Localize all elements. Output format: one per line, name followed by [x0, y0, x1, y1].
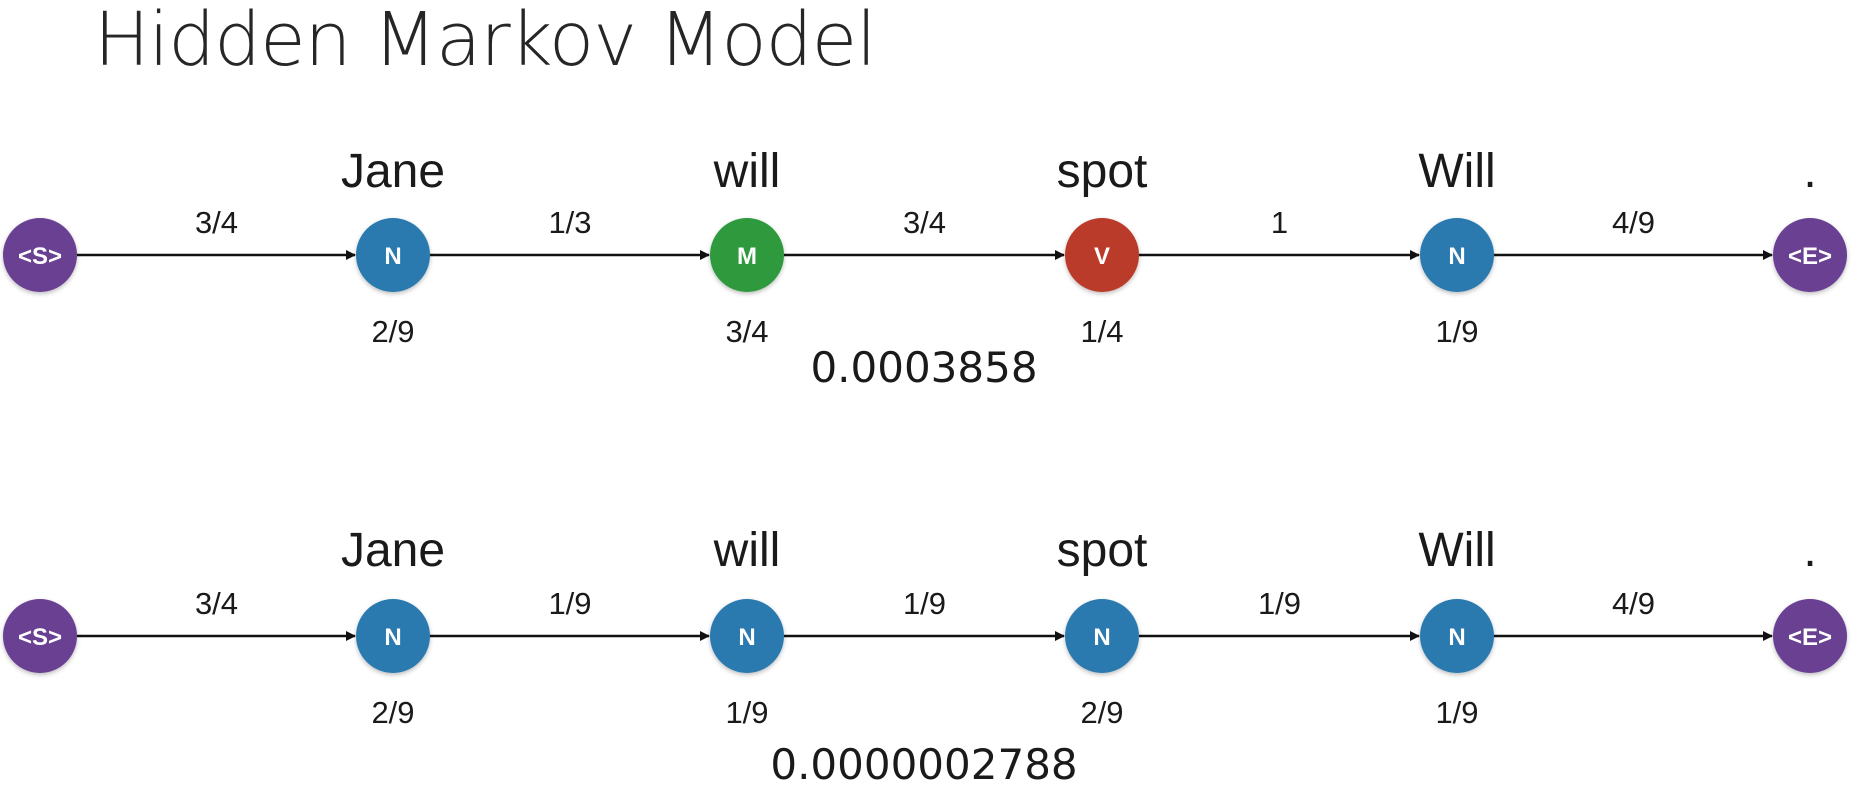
state-node — [1773, 218, 1847, 292]
transition-probability: 1 — [1271, 205, 1288, 240]
state-tag-label: <S> — [18, 624, 62, 651]
word-label: will — [713, 524, 781, 577]
state-tag-label: N — [1448, 243, 1465, 270]
transition-probability: 3/4 — [903, 205, 946, 240]
state-tag-label: N — [738, 624, 755, 651]
word-label: will — [713, 145, 781, 198]
slide-title: Hidden Markov Model — [94, 0, 877, 83]
state-tag-label: <E> — [1788, 243, 1832, 270]
state-tag-label: N — [384, 624, 401, 651]
emission-probability: 2/9 — [371, 314, 414, 349]
emission-probability: 2/9 — [371, 695, 414, 730]
emission-probability: 1/9 — [725, 695, 768, 730]
word-label: spot — [1057, 145, 1148, 198]
word-label: spot — [1057, 524, 1148, 577]
sequence-probability: 0.0000002788 — [770, 740, 1077, 789]
transition-probability: 4/9 — [1612, 586, 1655, 621]
transition-probability: 1/3 — [548, 205, 591, 240]
word-label: . — [1803, 524, 1816, 577]
emission-probability: 3/4 — [725, 314, 768, 349]
transition-probability: 4/9 — [1612, 205, 1655, 240]
emission-probability: 1/9 — [1435, 314, 1478, 349]
state-tag-label: N — [1448, 624, 1465, 651]
state-tag-label: <S> — [18, 243, 62, 270]
emission-probability: 2/9 — [1080, 695, 1123, 730]
transition-probability: 3/4 — [195, 205, 238, 240]
state-node — [1420, 599, 1494, 673]
state-tag-label: N — [384, 243, 401, 270]
state-node — [1065, 218, 1139, 292]
state-tag-label: N — [1093, 624, 1110, 651]
state-node — [1420, 218, 1494, 292]
word-label: . — [1803, 145, 1816, 198]
state-node — [3, 599, 77, 673]
word-label: Jane — [341, 145, 445, 198]
word-label: Jane — [341, 524, 445, 577]
state-node — [356, 218, 430, 292]
state-node — [356, 599, 430, 673]
state-node — [1065, 599, 1139, 673]
emission-probability: 1/4 — [1080, 314, 1123, 349]
word-label: Will — [1418, 524, 1495, 577]
word-label: Will — [1418, 145, 1495, 198]
state-tag-label: M — [737, 243, 757, 270]
transition-probability: 3/4 — [195, 586, 238, 621]
state-node — [710, 599, 784, 673]
state-tag-label: V — [1094, 243, 1110, 270]
state-node — [1773, 599, 1847, 673]
transition-probability: 1/9 — [903, 586, 946, 621]
transition-probability: 1/9 — [548, 586, 591, 621]
state-node — [710, 218, 784, 292]
emission-probability: 1/9 — [1435, 695, 1478, 730]
sequence-probability: 0.0003858 — [810, 343, 1037, 392]
state-node — [3, 218, 77, 292]
state-tag-label: <E> — [1788, 624, 1832, 651]
transition-probability: 1/9 — [1258, 586, 1301, 621]
